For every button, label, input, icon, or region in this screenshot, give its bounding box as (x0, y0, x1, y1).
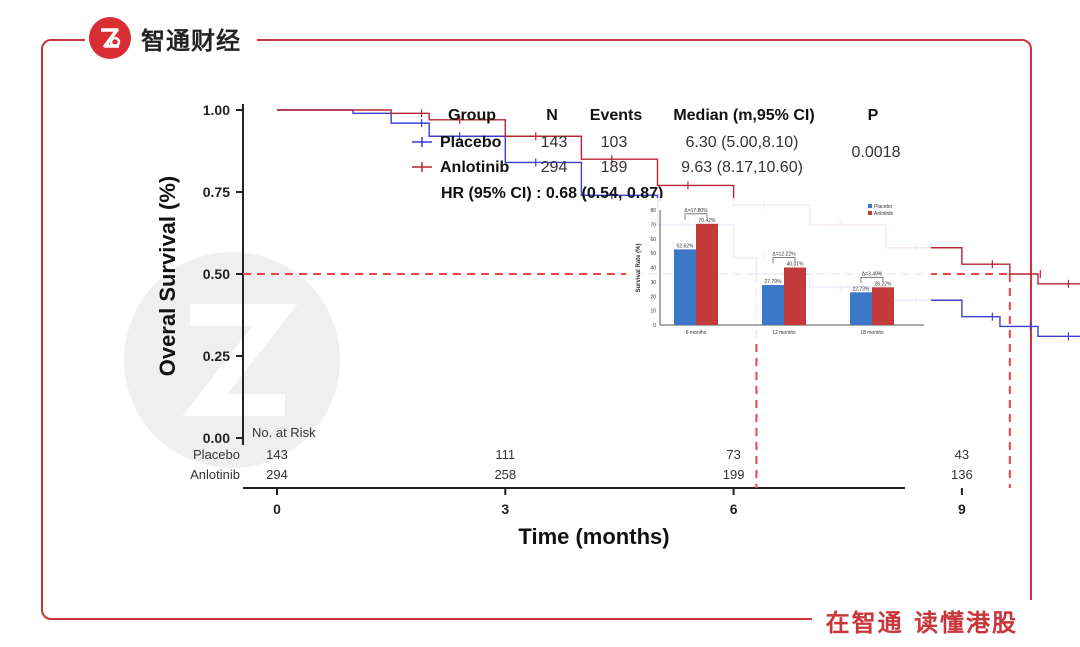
legend-n: 294 (541, 159, 568, 176)
inset-bar-anlotinib (784, 267, 806, 325)
x-axis-label: Time (months) (518, 524, 669, 549)
legend-table: Group N Events Median (m,95% CI) P Placebo 143… (412, 107, 901, 202)
risk-value: 43 (955, 447, 969, 462)
inset-y-tick-label: 20 (650, 294, 656, 300)
inset-bar-label: 22.73% (853, 286, 871, 292)
inset-y-tick-label: 40 (650, 266, 656, 272)
legend-group: Anlotinib (440, 159, 510, 176)
y-tick-label: 1.00 (203, 102, 230, 118)
inset-bar-label: 40.01% (787, 261, 805, 267)
inset-y-tick-label: 30 (650, 280, 656, 286)
inset-delta-label: Δ=17.80% (684, 208, 708, 214)
inset-bar-placebo (762, 285, 784, 325)
watermark (124, 252, 340, 468)
inset-bar-anlotinib (696, 223, 718, 325)
y-tick-label: 0.00 (203, 430, 230, 446)
x-tick-label: 3 (501, 501, 509, 517)
inset-delta-bracket (772, 257, 796, 264)
inset-bar-label: 52.62% (677, 243, 695, 249)
legend-p-value: 0.0018 (852, 144, 901, 161)
y-tick-label: 0.75 (203, 184, 230, 200)
inset-delta-bracket (684, 213, 708, 220)
brand-logo (89, 17, 131, 59)
y-tick-label: 0.50 (203, 266, 230, 282)
legend-n: 143 (541, 134, 568, 151)
y-axis-label: Overal Survival (%) (155, 176, 180, 377)
inset-category-label: 18 months (860, 330, 884, 336)
legend-header: P (868, 107, 879, 124)
inset-bar-placebo (850, 292, 872, 325)
legend-median: 6.30 (5.00,8.10) (686, 134, 799, 151)
inset-bar-label: 26.22% (875, 281, 893, 287)
x-tick-label: 6 (730, 501, 738, 517)
risk-value: 136 (951, 467, 973, 482)
curve-anlotinib (277, 109, 1080, 285)
risk-row-label: Anlotinib (190, 467, 240, 482)
legend-header: Group (448, 107, 496, 124)
footer-slogan-box: 在智通 读懂港股 (811, 600, 1032, 640)
risk-value: 199 (723, 467, 745, 482)
risk-value: 111 (495, 447, 515, 462)
x-tick-label: 9 (958, 501, 966, 517)
legend-header: Events (590, 107, 643, 124)
legend-group: Placebo (440, 134, 502, 151)
inset-legend-label: Anlotinib (874, 211, 893, 217)
inset-y-tick-label: 60 (650, 237, 656, 243)
inset-y-tick-label: 50 (650, 251, 656, 257)
legend-header: N (546, 107, 558, 124)
risk-value: 258 (494, 467, 516, 482)
inset-category-label: 12 months (772, 330, 796, 336)
legend-events: 189 (601, 159, 628, 176)
legend-events: 103 (601, 134, 628, 151)
inset-delta-bracket (860, 277, 884, 284)
inset-bar-label: 70.42% (699, 218, 717, 224)
brand-name: 智通财经 (141, 26, 241, 55)
inset-y-tick-label: 70 (650, 222, 656, 228)
inset-y-label: Survival Rate (%) (636, 243, 642, 292)
inset-legend-swatch (868, 204, 872, 208)
legend-header: Median (m,95% CI) (673, 107, 814, 124)
risk-table-title: No. at Risk (252, 425, 316, 440)
inset-delta-label: Δ=12.22% (772, 251, 796, 257)
inset-category-label: 6 months (686, 330, 707, 336)
inset-y-tick-label: 10 (650, 309, 656, 315)
inset-bar-label: 27.79% (765, 279, 783, 285)
inset-bar-placebo (674, 249, 696, 325)
inset-legend-label: Placebo (874, 204, 892, 210)
inset-delta-label: Δ=3.49% (862, 271, 883, 277)
y-tick-label: 0.25 (203, 348, 230, 364)
legend-hr: HR (95% CI) : 0.68 (0.54, 0.87) (441, 185, 663, 202)
inset-y-tick-label: 0 (653, 323, 656, 329)
inset-bar-anlotinib (872, 287, 894, 325)
risk-row-label: Placebo (193, 447, 240, 462)
inset-bar-chart: 0 10 20 30 40 50 60 70 80 Survival Rate (%) 52.62%… (626, 198, 931, 338)
logo-mark-icon (101, 28, 121, 48)
risk-table: No. at RiskPlacebo14311173432819100Anlot… (190, 425, 973, 482)
footer-slogan: 在智通 读懂港股 (825, 608, 1018, 637)
risk-value: 73 (726, 447, 740, 462)
risk-value: 143 (266, 447, 288, 462)
brand-header: 智通财经 (85, 14, 257, 62)
inset-legend-swatch (868, 211, 872, 215)
card-frame (41, 39, 1032, 620)
x-tick-label: 0 (273, 501, 281, 517)
risk-value: 294 (266, 467, 288, 482)
inset-y-tick-label: 80 (650, 208, 656, 214)
legend-median: 9.63 (8.17,10.60) (681, 159, 803, 176)
